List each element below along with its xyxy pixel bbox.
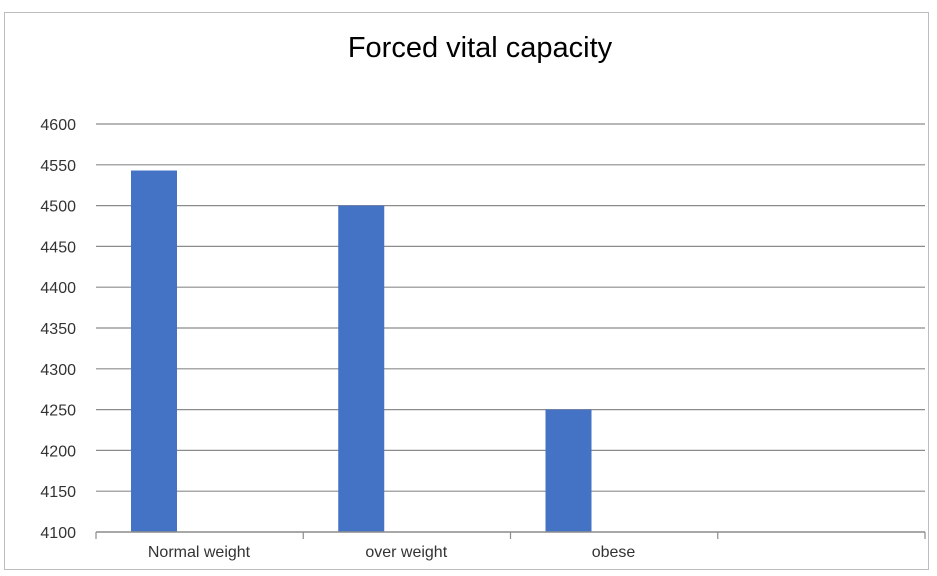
y-axis-tick-labels: 4100 4150 4200 4250 4300 4350 4400 4450 4500 4550… (40, 117, 76, 542)
y-tick-label: 4100 (40, 525, 76, 542)
y-tick-label: 4150 (40, 484, 76, 501)
y-tick-label: 4500 (40, 199, 76, 216)
bar (545, 409, 592, 532)
y-tick-label: 4300 (40, 362, 76, 379)
x-tick-label: over weight (365, 544, 447, 561)
chart-title: Forced vital capacity (348, 32, 613, 64)
y-tick-label: 4450 (40, 239, 76, 256)
x-axis-tick-labels: Normal weight over weight obese (148, 544, 636, 561)
bar (131, 170, 177, 532)
y-tick-label: 4250 (40, 403, 76, 420)
bars (131, 170, 592, 532)
x-axis (95, 531, 926, 539)
y-tick-label: 4350 (40, 321, 76, 338)
x-tick-label: Normal weight (148, 544, 251, 561)
y-tick-label: 4600 (40, 117, 76, 134)
y-tick-label: 4400 (40, 280, 76, 297)
y-tick-label: 4200 (40, 443, 76, 460)
bar (338, 205, 385, 532)
gridlines (96, 123, 925, 492)
y-tick-label: 4550 (40, 158, 76, 175)
x-tick-label: obese (592, 544, 636, 561)
